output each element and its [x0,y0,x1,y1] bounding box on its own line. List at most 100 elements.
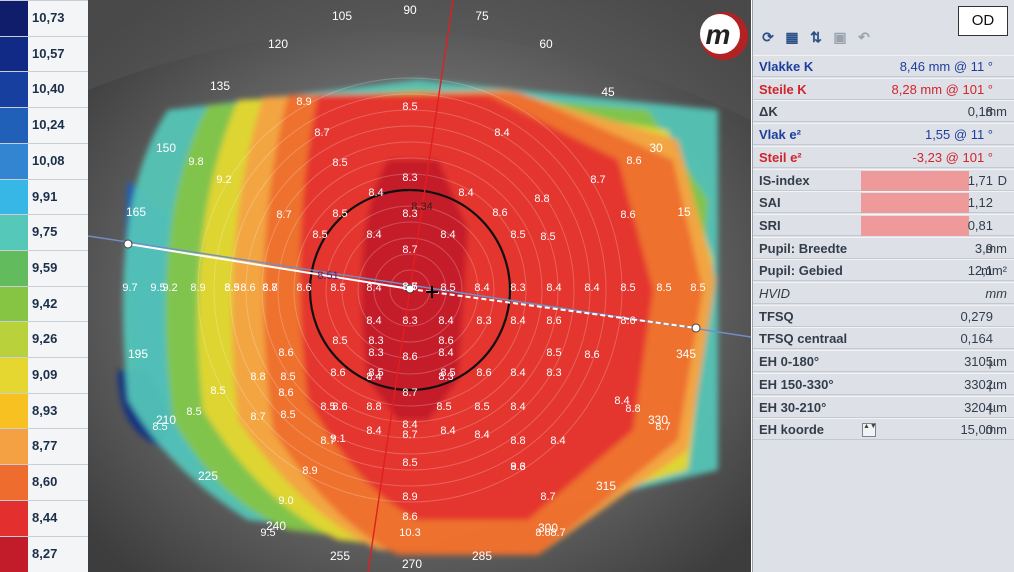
legend-swatch [0,536,28,572]
eye-indicator: OD [958,6,1008,36]
curvature-value: 8.7 [262,282,277,294]
legend-row: 8,27 [0,535,88,572]
curvature-value: 9.7 [122,282,137,294]
result-label: EH koorde [759,422,825,438]
chord-endpoint[interactable] [123,239,133,249]
degree-label: 30 [649,141,663,155]
curvature-value: 8.4 [366,425,381,437]
curvature-value: 8.5 [436,401,451,413]
curvature-value: 8.7 [590,174,605,186]
curvature-value: 8.5 [224,282,239,294]
curvature-value: 8.5 [312,229,327,241]
curvature-zones [118,80,718,555]
degree-label: 90 [403,3,417,17]
legend-swatch [0,1,28,36]
legend-row: 10,57 [0,35,88,72]
curvature-value: 8.4 [438,315,453,327]
curvature-value: 8.4 [368,187,383,199]
undo-icon[interactable]: ↶ [858,29,870,45]
curvature-value: 8.5 [546,347,561,359]
legend-row: 9,09 [0,357,88,393]
result-row: EH 150-330° 3302 µm [753,372,1014,395]
topography-map[interactable]: 90 75 60 45 30 15 345 330 315 300 285 270 255 240 225 2… [88,0,751,572]
result-label: EH 150-330° [759,376,834,392]
curvature-value: 8.7 [402,387,417,399]
degree-label: 60 [539,37,553,51]
curvature-value: 8.6 [402,511,417,523]
legend-swatch [0,108,28,144]
curvature-value: 8.4 [474,429,489,441]
legend-value: 8,60 [32,474,58,490]
degree-label: 120 [268,37,288,51]
legend-swatch [0,215,28,251]
curvature-value: 8.6 [438,335,453,347]
result-row: ▲▼ EH koorde 15,00 mm [753,418,1014,441]
curvature-value: 8.5 [402,457,417,469]
degree-label: 195 [128,347,148,361]
curvature-value: 8.6 [492,207,507,219]
curvature-value: 8.4 [510,401,525,413]
curvature-value: 8.4 [366,282,381,294]
result-label: Vlak e² [759,127,801,143]
legend-value: 9,26 [32,331,58,347]
curvature-value: 8.6 [476,367,491,379]
curvature-value: 8.5 [186,406,201,418]
curvature-value: 8.6 [402,281,417,293]
curvature-value: 8.5 [152,421,167,433]
degree-label: 330 [648,413,668,427]
curvature-value: 8.4 [474,282,489,294]
curvature-value: 8.5 [280,371,295,383]
curvature-value: 8.6 [620,315,635,327]
result-row: IS-index 1,71 D [753,168,1014,191]
result-row: Vlak e² 1,55 @ 11 ° [753,123,1014,146]
curvature-value: 8.5 [656,282,671,294]
curvature-value: 8.5 [332,208,347,220]
curvature-value: 8.7 [276,209,291,221]
legend-value: 8,27 [32,545,58,561]
chord-endpoint[interactable] [691,323,701,333]
save-icon[interactable]: ▣ [833,29,847,45]
curvature-value: 8.6 [510,461,525,473]
chord-line [127,243,411,290]
result-label: Pupil: Gebied [759,263,843,279]
sort-arrows-icon[interactable]: ⇅ [810,29,822,45]
curvature-value: 9.5 [260,527,275,539]
curvature-value: 8.4 [510,367,525,379]
legend-value: 10,40 [32,81,65,97]
result-row: TFSQ centraal 0,164 [753,327,1014,350]
spinner-icon[interactable]: ▲▼ [862,423,877,438]
legend-row: 8,77 [0,428,88,465]
degree-label: 135 [210,79,230,93]
curvature-value: 9.5 [150,282,165,294]
result-value: 0,18 [967,104,993,120]
map-canvas[interactable]: 90 75 60 45 30 15 345 330 315 300 285 270 255 240 225 2… [88,0,751,572]
legend-swatch [0,179,28,215]
curvature-value: 8.4 [510,315,525,327]
curvature-value: 8.4 [584,282,599,294]
legend-row: 8,60 [0,464,88,501]
result-value: 1,71 [967,172,993,188]
curvature-value: 8.3 [368,347,383,359]
curvature-value: 8.8 [625,403,640,415]
refresh-icon[interactable]: ⟳ [762,29,774,45]
curvature-value: 8.5 [402,281,417,293]
curvature-value: 8.3 [476,315,491,327]
result-value: 0,279 [960,308,993,324]
result-label: Vlakke K [759,59,814,74]
result-value: 3302 [964,376,993,392]
curvature-value: 8.6 [278,387,293,399]
result-row: HVID mm [753,282,1014,304]
result-label: SRI [759,217,781,233]
legend-swatch [0,286,28,322]
result-value: 3105 [964,354,993,370]
curvature-value: 8.7 [655,421,670,433]
result-label: Steile K [759,81,807,97]
result-label: TFSQ centraal [759,331,848,347]
result-row: SRI 0,81 [753,213,1014,236]
calendar-icon[interactable]: ▦ [785,29,799,45]
degree-label: 150 [156,141,176,155]
legend-swatch [0,429,28,465]
curvature-value: 8.4 [366,229,381,241]
curvature-value: 8.5 [332,157,347,169]
degree-label: 15 [677,205,691,219]
